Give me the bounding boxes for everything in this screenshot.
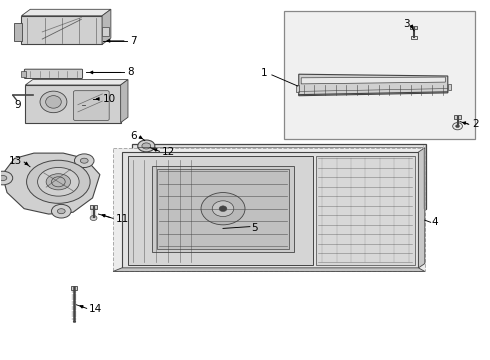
Polygon shape	[25, 85, 121, 123]
Polygon shape	[122, 152, 418, 268]
FancyBboxPatch shape	[265, 174, 296, 183]
Polygon shape	[22, 16, 102, 44]
Ellipse shape	[0, 171, 13, 185]
Circle shape	[33, 93, 43, 100]
Text: 11: 11	[116, 215, 129, 224]
FancyBboxPatch shape	[24, 69, 82, 78]
Text: 2: 2	[472, 120, 479, 129]
Text: 14: 14	[89, 304, 102, 314]
Text: 12: 12	[162, 147, 175, 157]
Bar	[454, 116, 462, 119]
Ellipse shape	[138, 140, 155, 152]
FancyBboxPatch shape	[74, 91, 109, 121]
Ellipse shape	[26, 160, 90, 203]
Ellipse shape	[38, 167, 79, 196]
Circle shape	[456, 125, 460, 128]
Circle shape	[219, 206, 227, 212]
Polygon shape	[299, 74, 448, 96]
Polygon shape	[128, 156, 314, 265]
Ellipse shape	[40, 91, 67, 113]
Circle shape	[453, 123, 463, 130]
Polygon shape	[152, 166, 294, 252]
Bar	[284, 12, 475, 139]
Polygon shape	[102, 9, 111, 44]
Ellipse shape	[74, 154, 94, 167]
Text: 1: 1	[260, 68, 267, 78]
Bar	[71, 286, 77, 290]
Polygon shape	[2, 153, 100, 214]
Bar	[90, 205, 97, 209]
Polygon shape	[418, 148, 425, 268]
Ellipse shape	[0, 176, 7, 180]
Polygon shape	[157, 168, 289, 249]
Text: 7: 7	[130, 36, 137, 46]
Polygon shape	[113, 148, 425, 271]
Bar	[411, 36, 416, 40]
Polygon shape	[316, 156, 415, 265]
Text: 5: 5	[251, 223, 257, 233]
Bar	[102, 27, 109, 36]
Text: 9: 9	[14, 100, 21, 111]
Text: 10: 10	[102, 94, 116, 104]
Text: 8: 8	[127, 67, 133, 77]
Text: 13: 13	[8, 156, 22, 166]
Ellipse shape	[76, 93, 92, 105]
Circle shape	[201, 193, 245, 225]
Ellipse shape	[79, 95, 88, 103]
Ellipse shape	[51, 204, 71, 218]
Polygon shape	[22, 9, 111, 16]
Ellipse shape	[57, 209, 65, 214]
Bar	[410, 26, 417, 30]
Bar	[296, 85, 299, 92]
Circle shape	[90, 216, 97, 221]
Bar	[448, 84, 451, 90]
Ellipse shape	[80, 158, 88, 163]
Circle shape	[36, 95, 40, 98]
Polygon shape	[301, 77, 445, 84]
Circle shape	[51, 177, 65, 187]
Text: 6: 6	[130, 131, 137, 140]
Ellipse shape	[46, 96, 61, 108]
Polygon shape	[25, 80, 128, 85]
Polygon shape	[121, 80, 128, 123]
Bar	[22, 71, 26, 77]
Bar	[14, 23, 22, 41]
Circle shape	[212, 201, 234, 217]
Text: 3: 3	[404, 19, 410, 30]
Polygon shape	[132, 144, 426, 209]
Text: 4: 4	[432, 217, 438, 227]
Ellipse shape	[46, 174, 71, 190]
Ellipse shape	[142, 143, 151, 149]
Polygon shape	[113, 268, 425, 271]
